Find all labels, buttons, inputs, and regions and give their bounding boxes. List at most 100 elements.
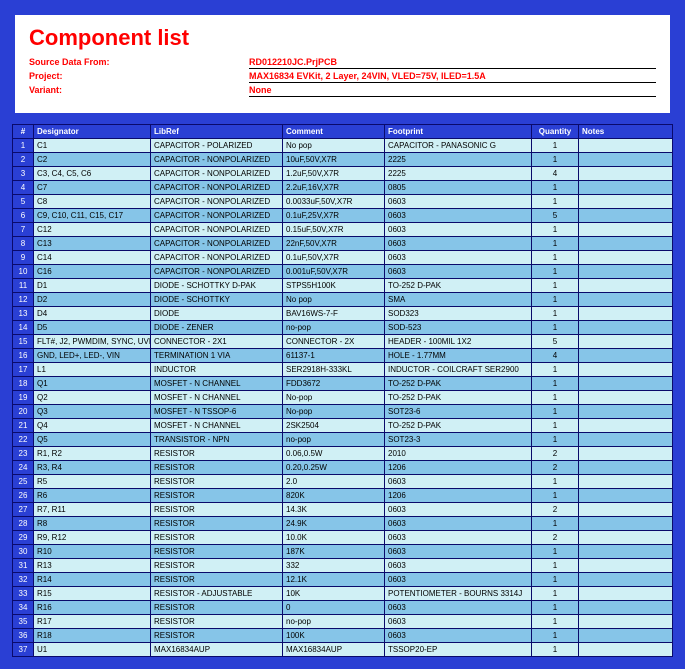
cell-notes bbox=[579, 265, 673, 279]
cell-footprint: 2010 bbox=[385, 447, 532, 461]
table-row: 34R16RESISTOR006031 bbox=[13, 601, 673, 615]
row-number: 8 bbox=[13, 237, 34, 251]
meta-value: RD012210JC.PrjPCB bbox=[249, 57, 656, 69]
cell-notes bbox=[579, 349, 673, 363]
cell-libref: MOSFET - N TSSOP-6 bbox=[151, 405, 283, 419]
cell-quantity: 1 bbox=[532, 489, 579, 503]
row-number: 2 bbox=[13, 153, 34, 167]
meta-value: MAX16834 EVKit, 2 Layer, 24VIN, VLED=75V… bbox=[249, 71, 656, 83]
cell-comment: STPS5H100K bbox=[283, 279, 385, 293]
cell-libref: DIODE - SCHOTTKY D-PAK bbox=[151, 279, 283, 293]
cell-libref: INDUCTOR bbox=[151, 363, 283, 377]
col-libref: LibRef bbox=[151, 125, 283, 139]
cell-libref: RESISTOR bbox=[151, 461, 283, 475]
cell-footprint: 0603 bbox=[385, 629, 532, 643]
row-number: 7 bbox=[13, 223, 34, 237]
table-row: 7C12CAPACITOR - NONPOLARIZED0.15uF,50V,X… bbox=[13, 223, 673, 237]
cell-notes bbox=[579, 517, 673, 531]
cell-footprint: 0805 bbox=[385, 181, 532, 195]
cell-notes bbox=[579, 139, 673, 153]
cell-comment: MAX16834AUP bbox=[283, 643, 385, 657]
cell-comment: BAV16WS-7-F bbox=[283, 307, 385, 321]
cell-designator: R6 bbox=[34, 489, 151, 503]
meta-label: Project: bbox=[29, 71, 249, 83]
cell-notes bbox=[579, 643, 673, 657]
cell-notes bbox=[579, 195, 673, 209]
cell-notes bbox=[579, 321, 673, 335]
table-row: 28R8RESISTOR24.9K06031 bbox=[13, 517, 673, 531]
cell-quantity: 1 bbox=[532, 433, 579, 447]
cell-footprint: 0603 bbox=[385, 475, 532, 489]
row-number: 29 bbox=[13, 531, 34, 545]
row-number: 25 bbox=[13, 475, 34, 489]
cell-quantity: 2 bbox=[532, 447, 579, 461]
table-row: 29R9, R12RESISTOR10.0K06032 bbox=[13, 531, 673, 545]
table-row: 9C14CAPACITOR - NONPOLARIZED0.1uF,50V,X7… bbox=[13, 251, 673, 265]
row-number: 37 bbox=[13, 643, 34, 657]
cell-notes bbox=[579, 615, 673, 629]
cell-libref: CAPACITOR - NONPOLARIZED bbox=[151, 153, 283, 167]
cell-designator: Q1 bbox=[34, 377, 151, 391]
cell-footprint: 0603 bbox=[385, 503, 532, 517]
cell-quantity: 1 bbox=[532, 517, 579, 531]
cell-notes bbox=[579, 531, 673, 545]
col-designator: Designator bbox=[34, 125, 151, 139]
col-quantity: Quantity bbox=[532, 125, 579, 139]
row-number: 12 bbox=[13, 293, 34, 307]
table-row: 11D1DIODE - SCHOTTKY D-PAKSTPS5H100KTO-2… bbox=[13, 279, 673, 293]
cell-notes bbox=[579, 433, 673, 447]
cell-quantity: 4 bbox=[532, 167, 579, 181]
table-row: 14D5DIODE - ZENERno-popSOD-5231 bbox=[13, 321, 673, 335]
cell-footprint: 0603 bbox=[385, 531, 532, 545]
cell-quantity: 1 bbox=[532, 321, 579, 335]
cell-notes bbox=[579, 391, 673, 405]
cell-libref: MAX16834AUP bbox=[151, 643, 283, 657]
row-number: 15 bbox=[13, 335, 34, 349]
row-number: 4 bbox=[13, 181, 34, 195]
table-row: 31R13RESISTOR33206031 bbox=[13, 559, 673, 573]
cell-footprint: HEADER - 100MIL 1X2 bbox=[385, 335, 532, 349]
row-number: 6 bbox=[13, 209, 34, 223]
meta-label: Source Data From: bbox=[29, 57, 249, 69]
cell-comment: 0.15uF,50V,X7R bbox=[283, 223, 385, 237]
cell-notes bbox=[579, 153, 673, 167]
row-number: 1 bbox=[13, 139, 34, 153]
table-row: 36R18RESISTOR100K06031 bbox=[13, 629, 673, 643]
cell-comment: SER2918H-333KL bbox=[283, 363, 385, 377]
cell-quantity: 1 bbox=[532, 643, 579, 657]
cell-footprint: 0603 bbox=[385, 559, 532, 573]
cell-libref: CAPACITOR - NONPOLARIZED bbox=[151, 167, 283, 181]
cell-comment: 0.20,0.25W bbox=[283, 461, 385, 475]
cell-designator: R10 bbox=[34, 545, 151, 559]
cell-footprint: SMA bbox=[385, 293, 532, 307]
cell-designator: L1 bbox=[34, 363, 151, 377]
cell-quantity: 1 bbox=[532, 265, 579, 279]
row-number: 33 bbox=[13, 587, 34, 601]
cell-notes bbox=[579, 251, 673, 265]
cell-comment: 1.2uF,50V,X7R bbox=[283, 167, 385, 181]
table-row: 20Q3MOSFET - N TSSOP-6No-popSOT23-61 bbox=[13, 405, 673, 419]
cell-designator: D2 bbox=[34, 293, 151, 307]
cell-footprint: 0603 bbox=[385, 545, 532, 559]
cell-comment: 10uF,50V,X7R bbox=[283, 153, 385, 167]
cell-libref: RESISTOR bbox=[151, 447, 283, 461]
cell-footprint: 1206 bbox=[385, 461, 532, 475]
cell-quantity: 5 bbox=[532, 335, 579, 349]
table-row: 19Q2MOSFET - N CHANNELNo-popTO-252 D-PAK… bbox=[13, 391, 673, 405]
cell-quantity: 1 bbox=[532, 391, 579, 405]
cell-quantity: 1 bbox=[532, 195, 579, 209]
cell-comment: 332 bbox=[283, 559, 385, 573]
table-row: 21Q4MOSFET - N CHANNEL2SK2504TO-252 D-PA… bbox=[13, 419, 673, 433]
cell-footprint: TO-252 D-PAK bbox=[385, 419, 532, 433]
cell-comment: 187K bbox=[283, 545, 385, 559]
cell-libref: RESISTOR bbox=[151, 615, 283, 629]
cell-designator: GND, LED+, LED-, VIN bbox=[34, 349, 151, 363]
cell-libref: DIODE bbox=[151, 307, 283, 321]
cell-comment: 14.3K bbox=[283, 503, 385, 517]
table-row: 1C1CAPACITOR - POLARIZEDNo popCAPACITOR … bbox=[13, 139, 673, 153]
table-row: 16GND, LED+, LED-, VINTERMINATION 1 VIA6… bbox=[13, 349, 673, 363]
table-row: 23R1, R2RESISTOR0.06,0.5W20102 bbox=[13, 447, 673, 461]
cell-comment: No-pop bbox=[283, 405, 385, 419]
table-row: 33R15RESISTOR - ADJUSTABLE10KPOTENTIOMET… bbox=[13, 587, 673, 601]
table-row: 37U1MAX16834AUPMAX16834AUPTSSOP20-EP1 bbox=[13, 643, 673, 657]
